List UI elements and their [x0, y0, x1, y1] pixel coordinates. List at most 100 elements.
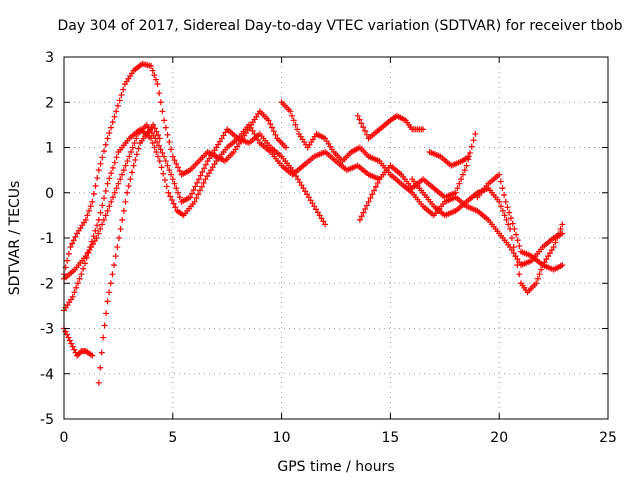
data-point: [287, 108, 294, 115]
data-point: [213, 144, 220, 151]
series-track-6: [278, 99, 566, 269]
data-point: [354, 112, 361, 119]
data-point: [201, 165, 208, 172]
data-point: [501, 192, 508, 199]
chart-title: Day 304 of 2017, Sidereal Day-to-day VTE…: [57, 18, 622, 34]
data-point: [161, 177, 168, 184]
data-point: [198, 183, 205, 190]
data-point: [294, 176, 301, 183]
data-point: [164, 162, 171, 169]
x-tick-label: 5: [168, 430, 177, 446]
data-point: [116, 97, 123, 104]
data-point: [358, 120, 365, 127]
data-point: [84, 212, 91, 219]
data-point: [318, 215, 325, 222]
data-point: [94, 175, 101, 182]
x-axis-label: GPS time / hours: [277, 459, 394, 475]
data-point: [124, 158, 131, 165]
data-point: [69, 343, 76, 350]
data-point: [95, 216, 102, 223]
data-point: [156, 90, 163, 97]
data-point: [114, 244, 121, 251]
data-point: [129, 144, 136, 151]
data-point: [501, 212, 508, 219]
data-point: [131, 139, 138, 146]
data-point: [454, 185, 461, 192]
data-point: [89, 198, 96, 205]
data-point: [298, 182, 305, 189]
data-point: [100, 334, 107, 341]
data-point: [165, 189, 172, 196]
data-point: [510, 244, 517, 251]
data-point: [67, 244, 74, 251]
data-point: [202, 161, 209, 168]
data-point: [78, 271, 85, 278]
data-point: [363, 202, 370, 209]
data-point: [176, 194, 183, 201]
data-point: [173, 160, 180, 167]
data-point: [103, 310, 110, 317]
data-point: [164, 131, 171, 138]
data-point: [161, 153, 168, 160]
data-point: [154, 81, 161, 88]
data-point: [157, 99, 164, 106]
data-point: [461, 167, 468, 174]
data-point: [175, 164, 182, 171]
data-point: [63, 331, 70, 338]
data-point: [155, 142, 162, 149]
data-point: [313, 206, 320, 213]
data-point: [166, 167, 173, 174]
y-tick-label: 0: [45, 186, 54, 202]
data-point: [504, 204, 511, 211]
data-point: [98, 349, 105, 356]
data-point: [300, 185, 307, 192]
series-track-11: [474, 171, 566, 273]
data-point: [215, 141, 222, 148]
data-point: [118, 92, 125, 99]
data-point: [507, 215, 514, 222]
data-point: [125, 182, 132, 189]
data-point: [200, 179, 207, 186]
data-point: [120, 207, 127, 214]
data-point: [296, 179, 303, 186]
x-tick-label: 25: [599, 430, 617, 446]
data-point: [90, 233, 97, 240]
data-point: [155, 132, 162, 139]
y-axis-ticks: -5 -4 -3 -2 -1 0 1 2 3: [40, 50, 608, 428]
data-point: [119, 216, 126, 223]
data-point: [151, 144, 158, 151]
data-point: [176, 168, 183, 175]
data-point: [120, 86, 127, 93]
data-point: [206, 170, 213, 177]
data-point: [550, 244, 557, 251]
data-point: [294, 126, 301, 133]
data-point: [150, 121, 157, 128]
data-point: [546, 250, 553, 257]
data-point: [193, 195, 200, 202]
data-point: [80, 265, 87, 272]
data-point: [510, 250, 517, 257]
data-point: [76, 275, 83, 282]
x-axis-ticks: 0 5 10 15 20 25: [60, 57, 617, 446]
data-point: [74, 280, 81, 287]
data-point: [204, 173, 211, 180]
data-point: [503, 216, 510, 223]
data-point: [113, 108, 120, 115]
data-point: [158, 164, 165, 171]
data-point: [169, 176, 176, 183]
data-point: [499, 185, 506, 192]
data-point: [130, 162, 137, 169]
data-point: [106, 289, 113, 296]
data-point: [360, 209, 367, 216]
data-point: [111, 113, 118, 120]
data-point: [265, 117, 272, 124]
data-point: [84, 250, 91, 257]
data-point: [202, 176, 209, 183]
data-point: [543, 256, 550, 263]
data-point: [86, 247, 93, 254]
data-point: [197, 187, 203, 194]
data-point: [356, 116, 363, 123]
series-track-5: [95, 121, 163, 386]
data-point: [95, 230, 102, 237]
